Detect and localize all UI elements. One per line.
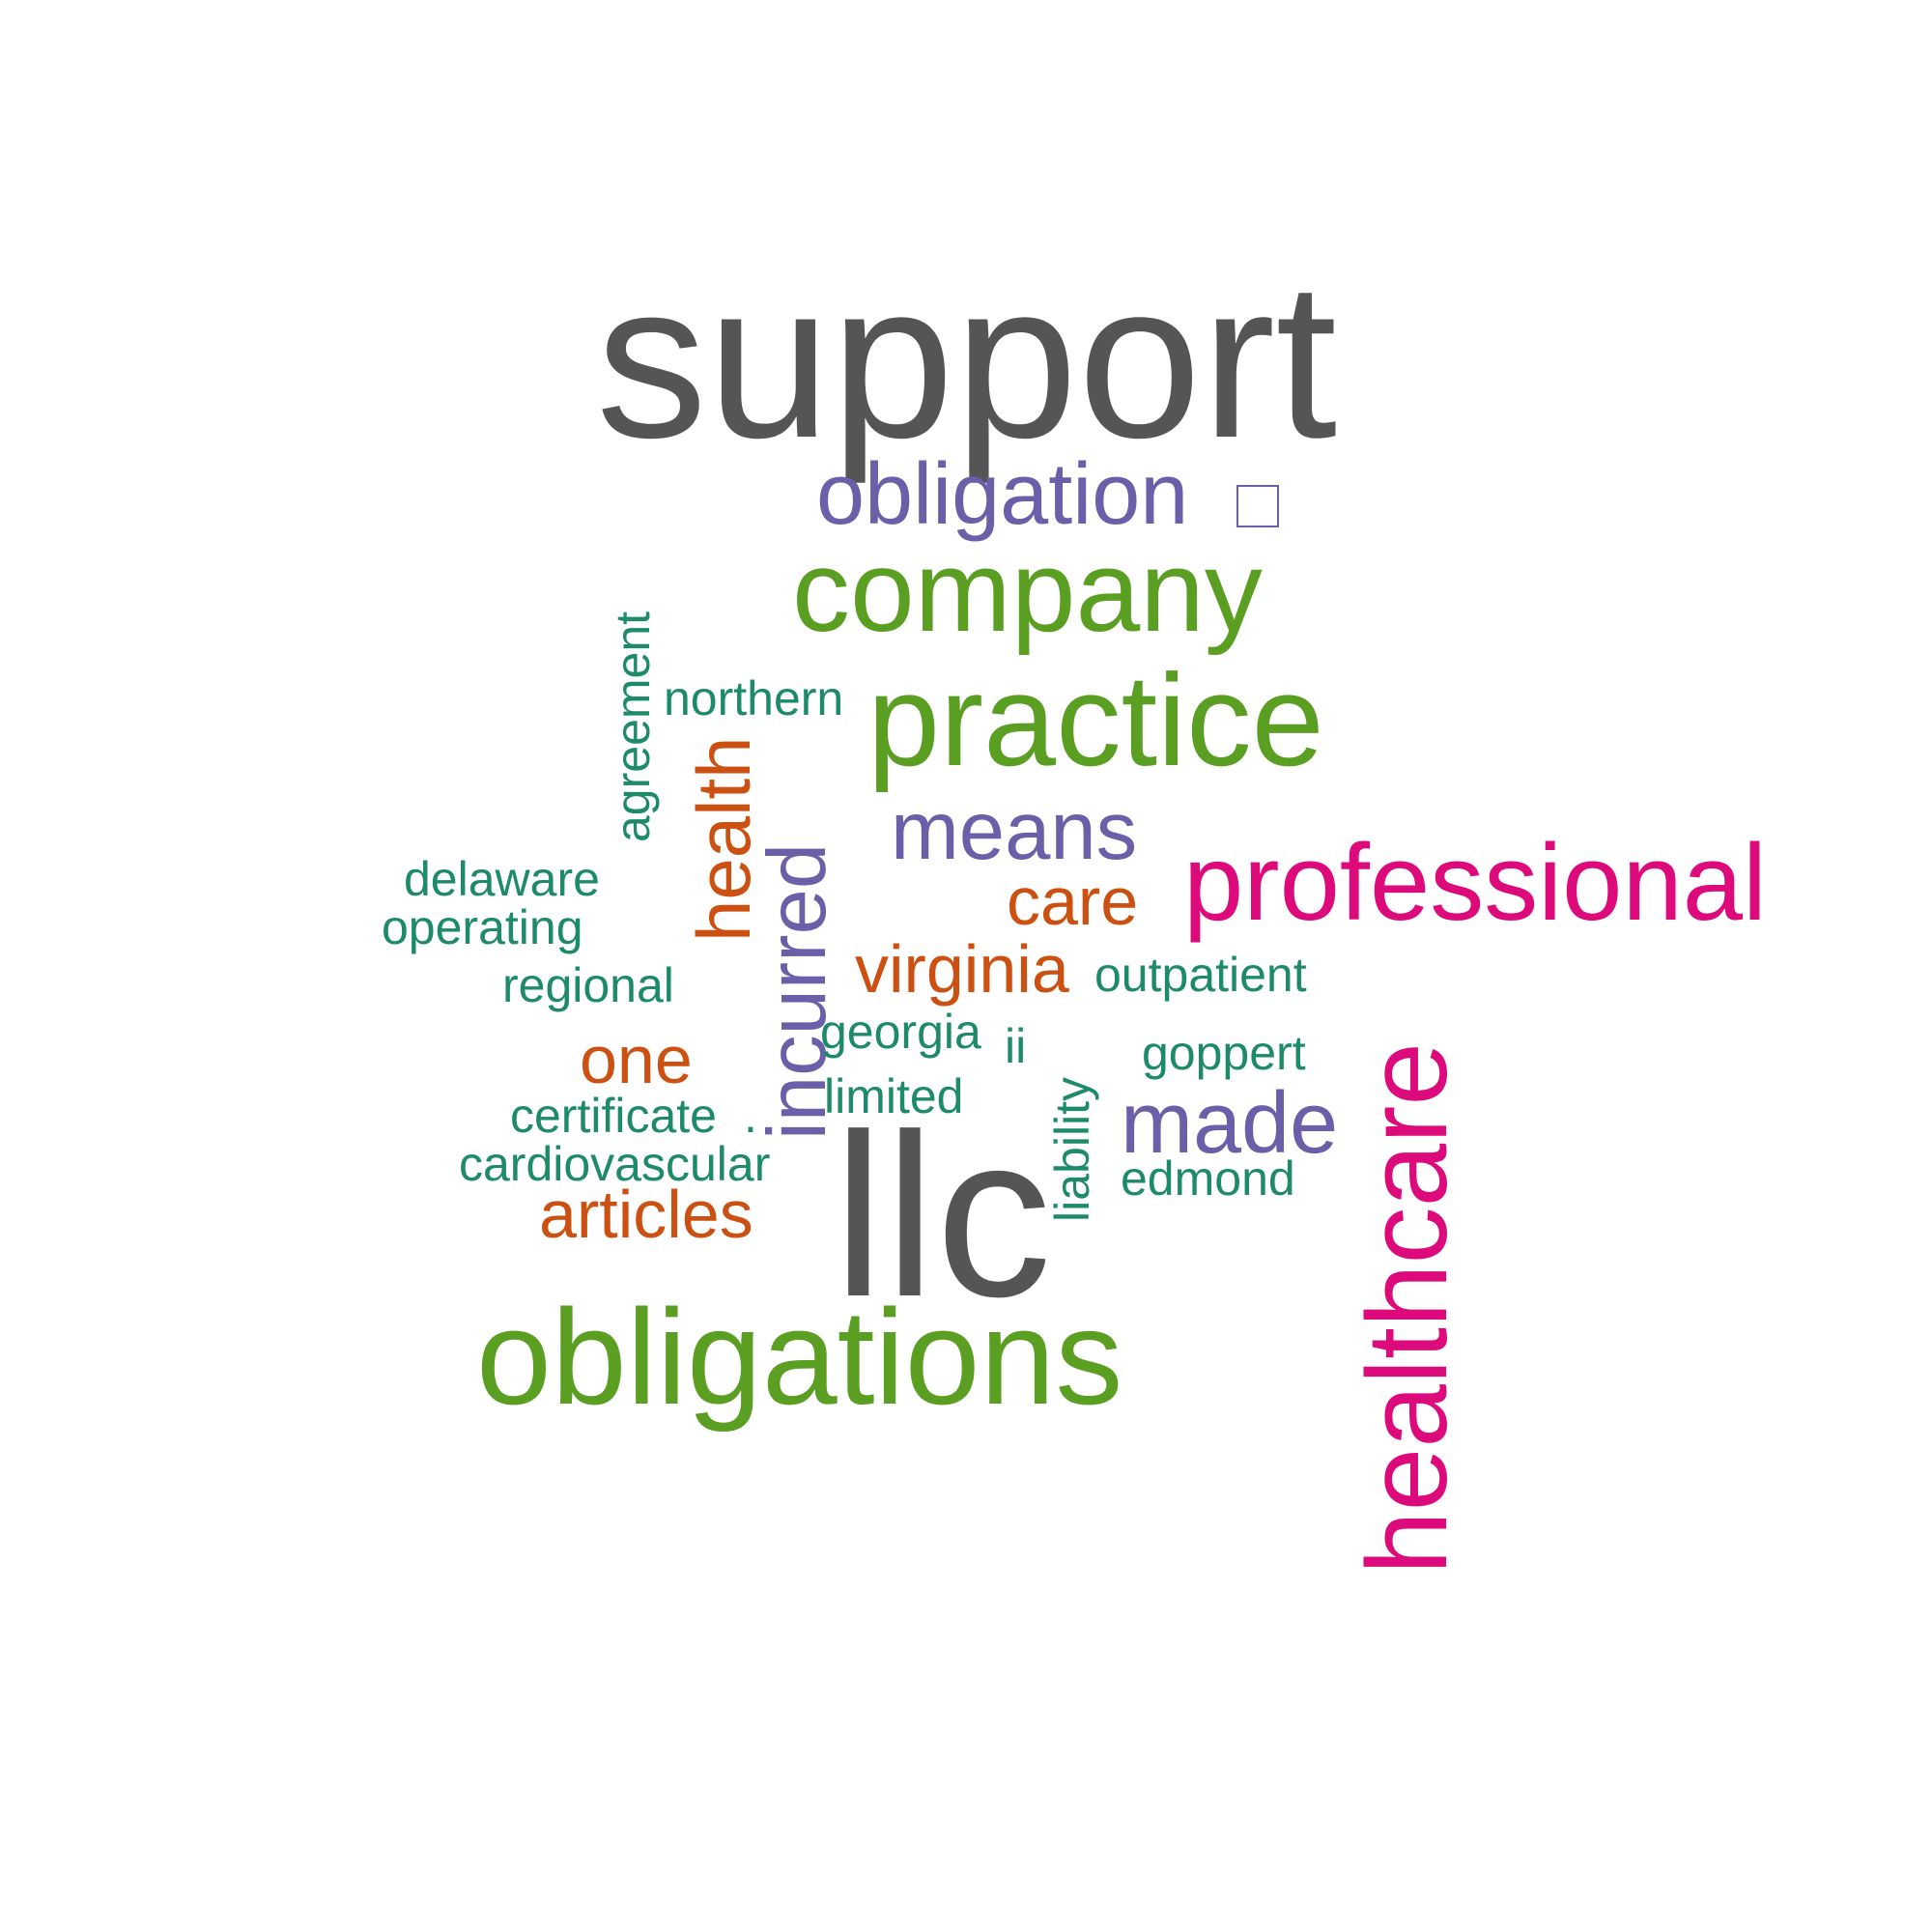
word-articles: articles <box>539 1177 753 1252</box>
word-support: support <box>596 236 1338 484</box>
word-means: means <box>891 785 1138 877</box>
word-cardiovascular: cardiovascular <box>459 1137 771 1191</box>
word-georgia: georgia <box>820 1005 981 1059</box>
word-dot: . <box>744 1089 757 1143</box>
word-health: health <box>681 736 766 942</box>
word-outpatient: outpatient <box>1094 948 1307 1002</box>
word-healthcare: healthcare <box>1344 1041 1471 1575</box>
word-limited: limited <box>824 1069 964 1123</box>
word-ii: ii <box>1005 1019 1027 1073</box>
word-regional: regional <box>502 958 674 1012</box>
word-virginia: virginia <box>855 931 1069 1007</box>
word-llc: llc <box>833 1086 1052 1345</box>
word-operating: operating <box>382 900 583 954</box>
word-made: made <box>1121 1075 1339 1172</box>
word-obligations: obligations <box>476 1281 1123 1433</box>
word-professional: professional <box>1183 822 1767 943</box>
word-one: one <box>580 1022 693 1097</box>
word-certificate: certificate <box>510 1089 717 1143</box>
word-liability: liability <box>1045 1076 1099 1222</box>
word-edmond: edmond <box>1121 1151 1295 1206</box>
word-goppert: goppert <box>1142 1026 1306 1080</box>
word-northern: northern <box>664 671 844 725</box>
word-care: care <box>1007 864 1139 939</box>
word-practice: practice <box>867 647 1324 793</box>
word-delaware: delaware <box>404 852 600 906</box>
word-obligation: obligation <box>816 446 1189 543</box>
word-agreement: agreement <box>606 611 660 842</box>
missing-glyph-box <box>1236 485 1279 527</box>
word-company: company <box>792 526 1263 656</box>
